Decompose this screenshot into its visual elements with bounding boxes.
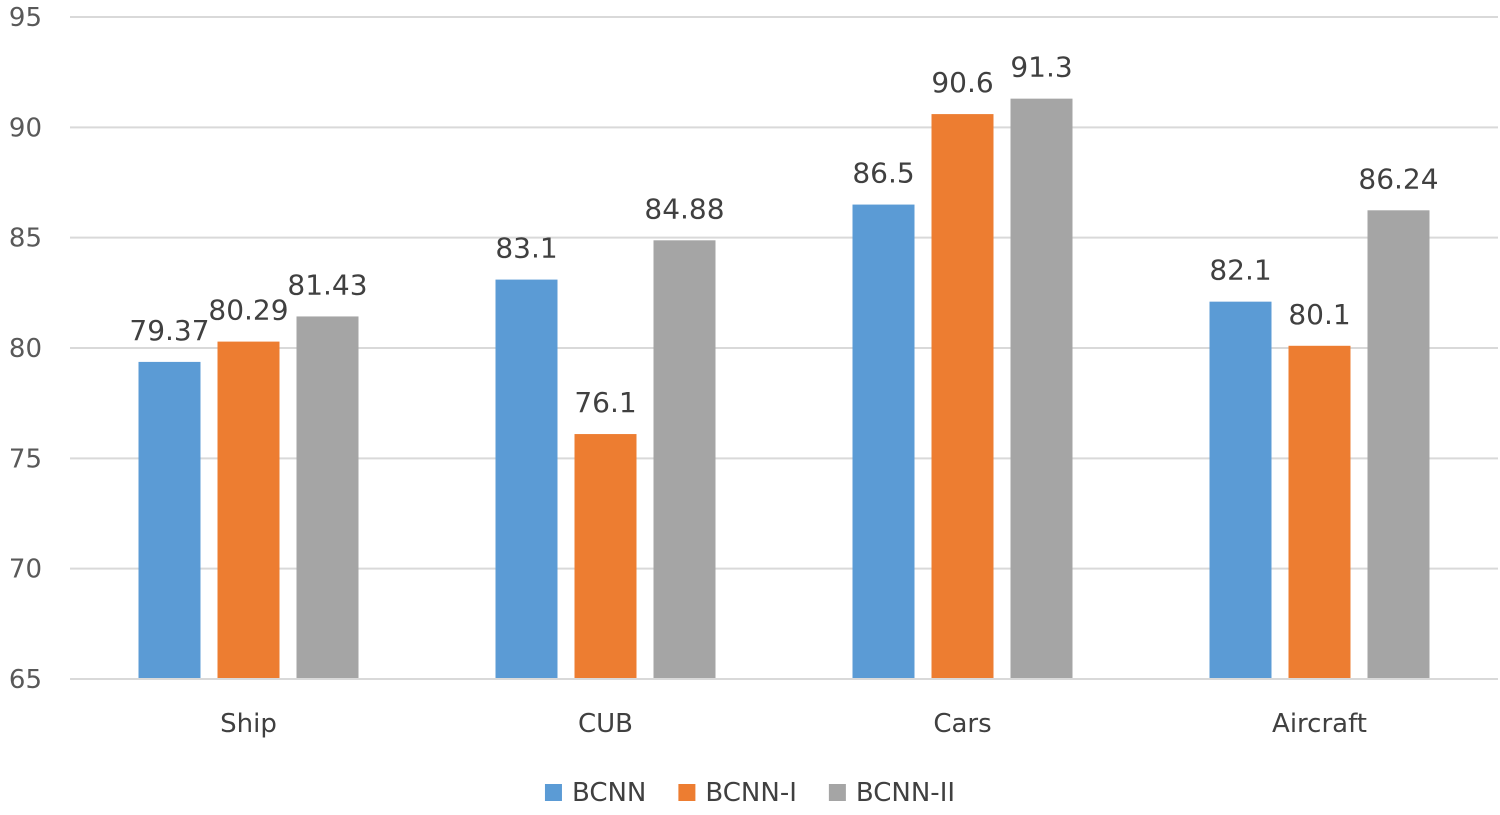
y-tick-label: 85 bbox=[9, 224, 42, 254]
legend-label: BCNN-II bbox=[856, 778, 955, 808]
data-label: 81.43 bbox=[287, 268, 367, 301]
legend-item-bcnn: BCNN bbox=[544, 778, 646, 808]
data-label: 82.1 bbox=[1209, 254, 1271, 287]
y-tick-label: 80 bbox=[9, 334, 42, 364]
data-label: 79.37 bbox=[129, 314, 209, 347]
x-category-label: CUB bbox=[578, 709, 633, 739]
y-tick-label: 90 bbox=[9, 113, 42, 143]
y-tick-label: 65 bbox=[9, 665, 42, 695]
bar-bcnn-cub bbox=[495, 279, 558, 679]
y-axis-tick-labels: 65 70 75 80 85 90 95 bbox=[9, 3, 42, 695]
bar-bcnn-cars bbox=[852, 204, 915, 680]
y-tick-label: 70 bbox=[9, 555, 42, 585]
legend-item-bcnn-ii: BCNN-II bbox=[828, 778, 955, 808]
bar-bcnn-ii-cub bbox=[653, 240, 716, 679]
x-axis-category-labels: Ship CUB Cars Aircraft bbox=[220, 709, 1367, 739]
bar-bcnn-ii-aircraft bbox=[1367, 210, 1430, 679]
bar-bcnn-ii-cars bbox=[1010, 98, 1073, 679]
bar-bcnn-ship bbox=[138, 361, 201, 679]
bar-bcnn-i-ship bbox=[217, 341, 280, 679]
bars bbox=[138, 98, 1430, 680]
y-tick-label: 95 bbox=[9, 3, 42, 33]
bar-bcnn-ii-ship bbox=[296, 316, 359, 679]
bar-bcnn-aircraft bbox=[1209, 301, 1272, 679]
data-label: 91.3 bbox=[1010, 51, 1072, 84]
data-label: 90.6 bbox=[931, 66, 993, 99]
data-label: 84.88 bbox=[644, 192, 724, 225]
legend-swatch bbox=[678, 784, 696, 801]
x-category-label: Aircraft bbox=[1272, 709, 1367, 739]
data-label: 86.24 bbox=[1358, 162, 1438, 195]
legend-label: BCNN-I bbox=[705, 778, 796, 808]
data-label: 83.1 bbox=[495, 232, 557, 265]
bar-bcnn-i-cars bbox=[931, 114, 994, 680]
legend-label: BCNN bbox=[572, 778, 646, 808]
legend-swatch bbox=[544, 784, 562, 801]
x-category-label: Ship bbox=[220, 709, 277, 739]
legend: BCNN BCNN-I BCNN-II bbox=[544, 778, 955, 808]
x-category-label: Cars bbox=[933, 709, 991, 739]
data-label: 76.1 bbox=[574, 386, 636, 419]
legend-swatch bbox=[828, 784, 846, 801]
bar-bcnn-i-cub bbox=[574, 434, 637, 679]
data-label: 80.1 bbox=[1288, 298, 1350, 331]
bar-bcnn-i-aircraft bbox=[1288, 345, 1351, 679]
legend-item-bcnn-i: BCNN-I bbox=[678, 778, 797, 808]
data-label: 80.29 bbox=[208, 294, 288, 327]
data-label: 86.5 bbox=[852, 157, 914, 190]
y-tick-label: 75 bbox=[9, 444, 42, 474]
